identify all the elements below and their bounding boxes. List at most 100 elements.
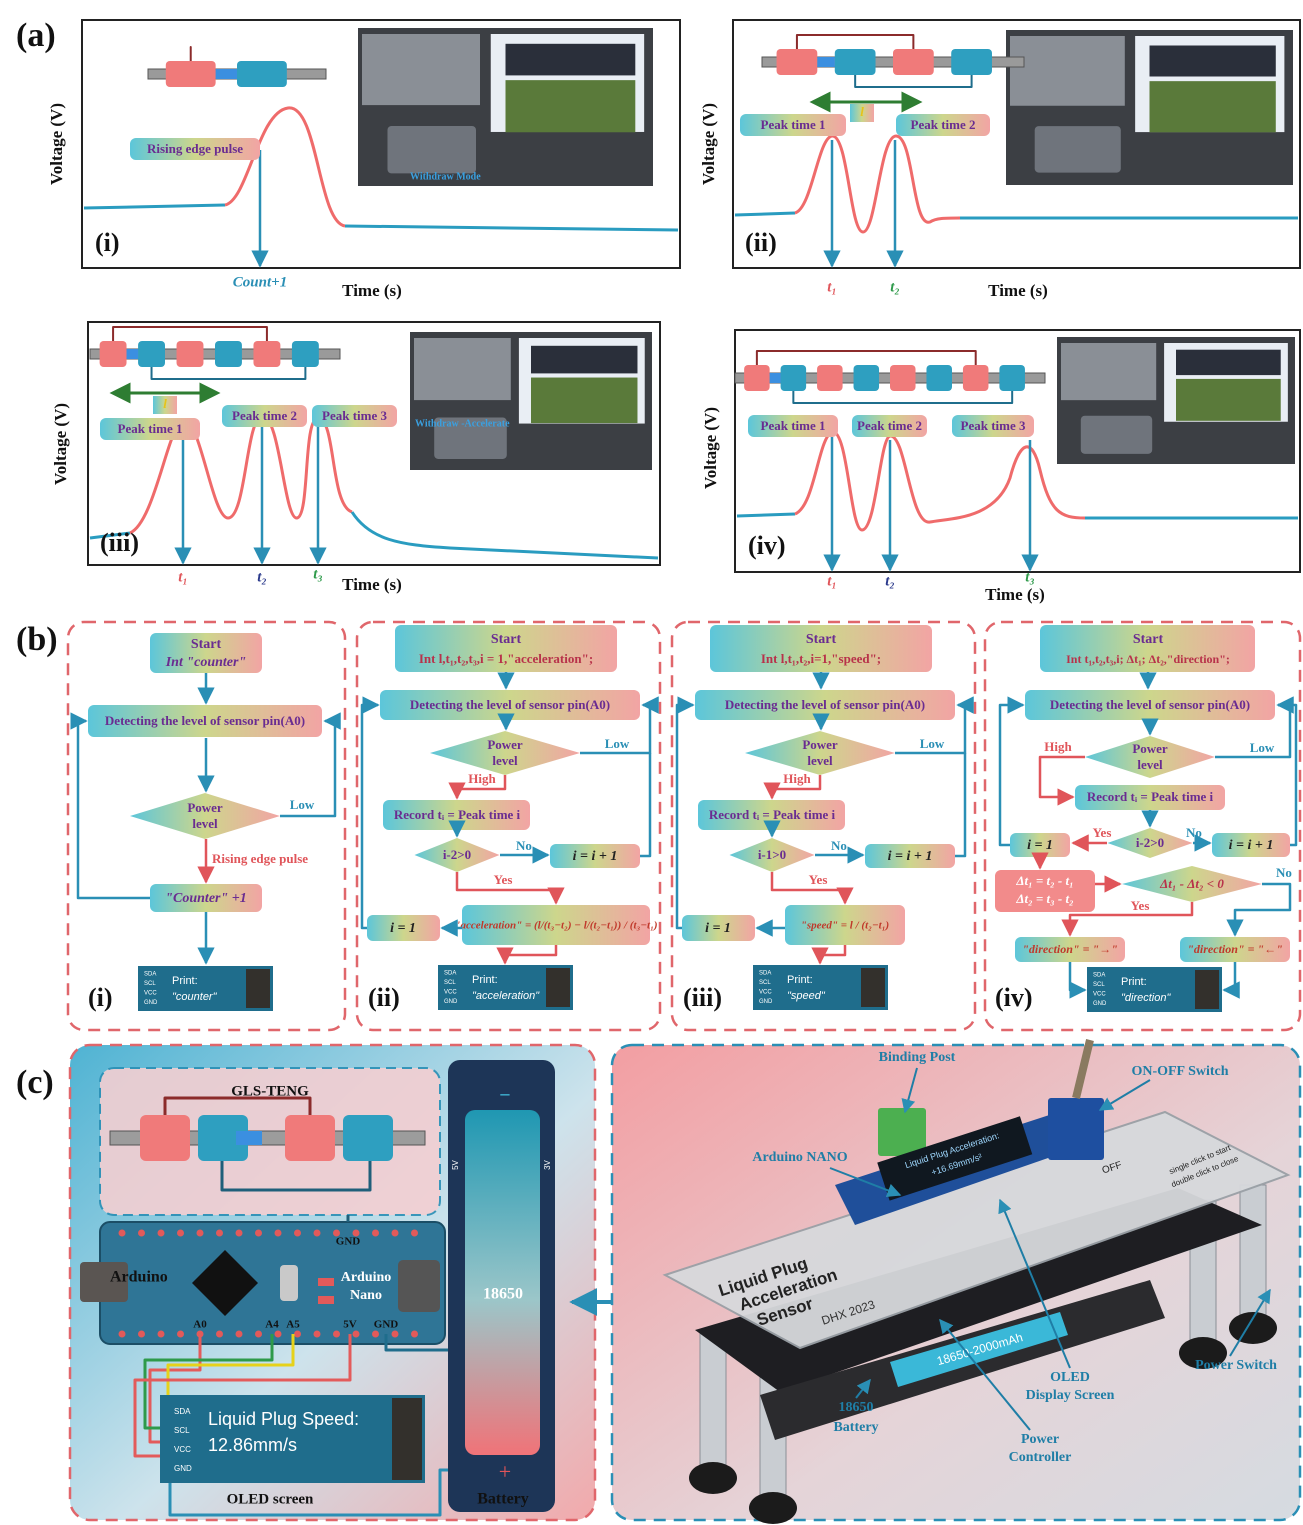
board-model: Nano [350, 1288, 382, 1303]
label: Δt₁ - Δt₂ < 0 [1159, 876, 1224, 891]
print-output: "speed" [787, 990, 826, 1002]
pin-label: GND [174, 1464, 192, 1473]
pin-label: A4 [265, 1319, 279, 1331]
flow-arrow [1000, 705, 1023, 845]
electrode [893, 49, 934, 75]
label: "acceleration" = (l/(t₃−t₂) − l/(t₂−t₁))… [454, 920, 657, 932]
label: level [492, 753, 518, 768]
header-pin [372, 1230, 379, 1237]
time-marker: t₂ [885, 573, 894, 589]
header-pin [216, 1230, 223, 1237]
toggle-switch [1048, 1098, 1104, 1160]
label: i = i + 1 [573, 849, 618, 864]
flow-arrow [78, 721, 150, 898]
pin-label: 3V [543, 1159, 552, 1169]
label: Yes [494, 872, 513, 887]
pin-label: 5V [451, 1159, 460, 1169]
label: Power [1132, 741, 1168, 756]
electrode [285, 1115, 335, 1161]
electrode [253, 341, 280, 367]
label: High [783, 771, 811, 786]
x-axis-label: Time (s) [985, 585, 1045, 604]
header-pin [333, 1331, 340, 1338]
peak-label: Peak time 2 [232, 408, 297, 423]
label: High [1044, 739, 1072, 754]
callout-label: Controller [1009, 1450, 1072, 1465]
flow-line [1278, 705, 1296, 845]
time-marker: t₁ [827, 573, 836, 589]
photo-caption: Withdraw -Accelerate [415, 418, 510, 429]
pin-label: VCC [759, 990, 772, 996]
flow-arrow [820, 945, 845, 963]
peak-label: Peak time 1 [118, 421, 183, 436]
y-axis-label: Voltage (V) [699, 103, 718, 185]
electrode [138, 341, 165, 367]
photo-fixture [414, 338, 511, 400]
pin-label: VCC [144, 991, 157, 997]
header-pin [138, 1230, 145, 1237]
photo-pump [1081, 416, 1152, 454]
photo-pump [388, 126, 477, 173]
header-pin [314, 1331, 321, 1338]
header-pin [392, 1331, 399, 1338]
pin-label: A5 [286, 1319, 300, 1331]
header-pin [236, 1331, 243, 1338]
oled-text: 12.86mm/s [208, 1435, 297, 1455]
electrode [166, 61, 216, 87]
pin-label: SCL [1093, 982, 1105, 988]
time-marker: t₃ [1025, 569, 1034, 585]
photo-signal [506, 44, 636, 76]
electrode [292, 341, 319, 367]
header-pin [119, 1331, 126, 1338]
header-pin [294, 1331, 301, 1338]
oled-ribbon [861, 968, 885, 1007]
electrode [951, 49, 992, 75]
subplot-label: (i) [88, 983, 113, 1012]
electrode [215, 341, 242, 367]
header-pin [177, 1230, 184, 1237]
label: "direction" = "←" [1187, 942, 1282, 956]
print-label: Print: [787, 974, 813, 986]
label: Int l,t₁,t₂,i=1,"speed"; [761, 651, 881, 666]
electrode [854, 365, 880, 391]
time-marker: Count+1 [233, 274, 287, 290]
label: Start [806, 632, 837, 647]
label: i-2>0 [1136, 835, 1164, 850]
header-pin [392, 1230, 399, 1237]
board-label: Arduino [110, 1269, 168, 1286]
label: "direction" = "→" [1022, 942, 1117, 956]
peak-label: Peak time 2 [857, 418, 922, 433]
label: Int l,t₁,t₂,t₃,i = 1,"acceleration"; [419, 651, 593, 666]
electrode [817, 365, 843, 391]
page: { "panel_a": {"label": "(a)", "plots": [… [0, 0, 1303, 1525]
label: No [831, 838, 847, 853]
label: Detecting the level of sensor pin(A0) [1050, 697, 1250, 712]
subplot-label: (i) [95, 228, 120, 257]
label: Detecting the level of sensor pin(A0) [105, 713, 305, 728]
label: Detecting the level of sensor pin(A0) [410, 697, 610, 712]
label: level [1137, 757, 1163, 772]
photo-signal [1150, 46, 1276, 77]
icsp-header [398, 1260, 440, 1312]
time-marker: t₂ [257, 569, 266, 585]
x-axis-label: Time (s) [342, 281, 402, 300]
label: Record tᵢ = Peak time i [394, 807, 521, 822]
liquid-plug [216, 69, 237, 79]
label: No [1186, 825, 1202, 840]
standoff [1240, 1185, 1266, 1320]
battery-label: Battery [477, 1491, 529, 1508]
photo-signal [1176, 350, 1281, 375]
label: Start [491, 632, 522, 647]
electrode [100, 341, 127, 367]
pin-label: SDA [759, 971, 771, 977]
print-label: Print: [1121, 976, 1147, 988]
callout-label: Power Switch [1195, 1358, 1277, 1373]
label: "Counter" +1 [165, 891, 246, 906]
time-marker: t₂ [890, 279, 899, 295]
standoff [700, 1330, 726, 1470]
board-model: Arduino [341, 1270, 392, 1285]
pin-label: GND [144, 1000, 158, 1006]
callout-label: Power [1021, 1432, 1059, 1447]
time-marker: t₁ [827, 279, 836, 295]
peak-label: Peak time 3 [961, 418, 1026, 433]
